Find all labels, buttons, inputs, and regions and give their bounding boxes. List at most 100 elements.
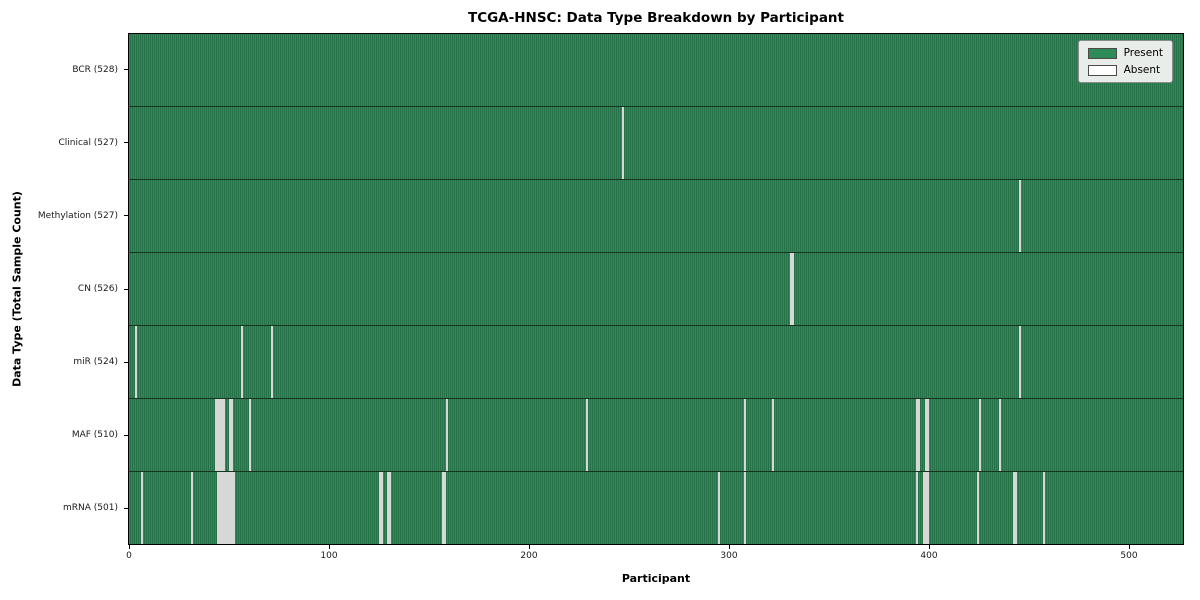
absent-mark: [380, 472, 383, 544]
row-maf: [129, 399, 1183, 472]
row-methylation: [129, 180, 1183, 253]
absent-mark: [979, 399, 982, 471]
plot-area: Present Absent: [128, 33, 1184, 545]
row-mrna: [129, 472, 1183, 544]
x-tick-label: 0: [126, 551, 132, 561]
absent-mark: [232, 472, 235, 544]
y-tick-mark: [124, 69, 128, 71]
absent-mark: [743, 399, 746, 471]
absent-mark: [218, 399, 221, 471]
y-tick-label-cn: CN (526): [77, 284, 118, 294]
absent-mark: [228, 399, 231, 471]
absent-mark: [743, 472, 746, 544]
y-axis: BCR (528) Clinical (527) Methylation (527)…: [0, 33, 128, 545]
absent-mark: [230, 399, 233, 471]
absent-mark: [915, 472, 918, 544]
absent-mark: [1043, 472, 1046, 544]
absent-mark: [228, 472, 231, 544]
absent-mark: [927, 399, 930, 471]
absent-mark: [378, 472, 381, 544]
absent-mark: [216, 472, 219, 544]
legend-label-absent: Absent: [1123, 64, 1161, 76]
absent-mark: [224, 472, 227, 544]
chart-title: TCGA-HNSC: Data Type Breakdown by Partic…: [467, 10, 844, 26]
y-tick-mark: [124, 507, 128, 509]
y-tick-mark: [124, 142, 128, 144]
y-tick-label-clinical: Clinical (527): [58, 137, 118, 148]
absent-mark: [134, 326, 137, 398]
y-tick-mark: [124, 215, 128, 217]
absent-mark: [1019, 326, 1022, 398]
absent-mark: [1019, 180, 1022, 252]
row-bcr: [129, 34, 1183, 107]
legend-label-present: Present: [1123, 47, 1163, 59]
absent-mark: [444, 472, 447, 544]
absent-mark: [917, 399, 920, 471]
y-tick-label-mir: miR (524): [73, 357, 118, 368]
row-mir: [129, 326, 1183, 399]
row-clinical: [129, 107, 1183, 180]
x-tick-label: 500: [1120, 551, 1138, 561]
absent-mark: [1013, 472, 1016, 544]
x-axis: 0 100 200 300 400 500: [126, 545, 1184, 571]
absent-mark: [140, 472, 143, 544]
x-axis-label: Participant: [621, 572, 691, 585]
x-tick-mark: [729, 545, 730, 549]
absent-mark: [791, 253, 794, 325]
absent-mark: [270, 326, 273, 398]
x-tick-mark: [1129, 545, 1130, 549]
y-tick-mark: [124, 434, 128, 436]
y-tick-label-maf: MAF (510): [71, 430, 118, 441]
absent-mark: [622, 107, 625, 179]
absent-mark: [388, 472, 391, 544]
y-tick-label-mrna: mRNA (501): [63, 503, 118, 514]
x-tick-mark: [128, 545, 130, 549]
absent-mark: [915, 399, 918, 471]
row-cn: [129, 253, 1183, 326]
absent-mark: [222, 399, 225, 471]
x-tick-label: 400: [920, 551, 938, 561]
absent-mark: [1015, 472, 1018, 544]
absent-mark: [226, 472, 229, 544]
y-tick-label-bcr: BCR (528): [72, 64, 118, 75]
absent-mark: [923, 472, 926, 544]
absent-mark: [230, 472, 233, 544]
legend-swatch-absent: [1087, 64, 1117, 76]
absent-mark: [717, 472, 720, 544]
y-tick-mark: [124, 361, 128, 363]
legend-item-present: Present: [1087, 47, 1163, 59]
absent-mark: [925, 399, 928, 471]
absent-mark: [216, 399, 219, 471]
absent-mark: [925, 472, 928, 544]
absent-mark: [586, 399, 589, 471]
absent-mark: [222, 472, 225, 544]
absent-mark: [999, 399, 1002, 471]
absent-mark: [771, 399, 774, 471]
legend-item-absent: Absent: [1087, 64, 1163, 76]
x-tick-mark: [329, 545, 330, 549]
x-tick-mark: [929, 545, 930, 549]
absent-mark: [218, 472, 221, 544]
legend: Present Absent: [1077, 40, 1173, 83]
x-tick-mark: [529, 545, 530, 549]
absent-mark: [220, 399, 223, 471]
legend-swatch-present: [1087, 47, 1117, 59]
heatmap-rows: [129, 34, 1183, 544]
absent-mark: [190, 472, 193, 544]
absent-mark: [240, 326, 243, 398]
absent-mark: [789, 253, 792, 325]
absent-mark: [214, 399, 217, 471]
x-tick-label: 300: [720, 551, 738, 561]
x-tick-label: 100: [320, 551, 338, 561]
absent-mark: [248, 399, 251, 471]
absent-mark: [220, 472, 223, 544]
absent-mark: [446, 399, 449, 471]
absent-mark: [927, 472, 930, 544]
absent-mark: [977, 472, 980, 544]
absent-mark: [386, 472, 389, 544]
y-tick-mark: [124, 288, 128, 290]
y-tick-label-methylation: Methylation (527): [37, 210, 118, 221]
absent-mark: [442, 472, 445, 544]
x-tick-label: 200: [520, 551, 538, 561]
